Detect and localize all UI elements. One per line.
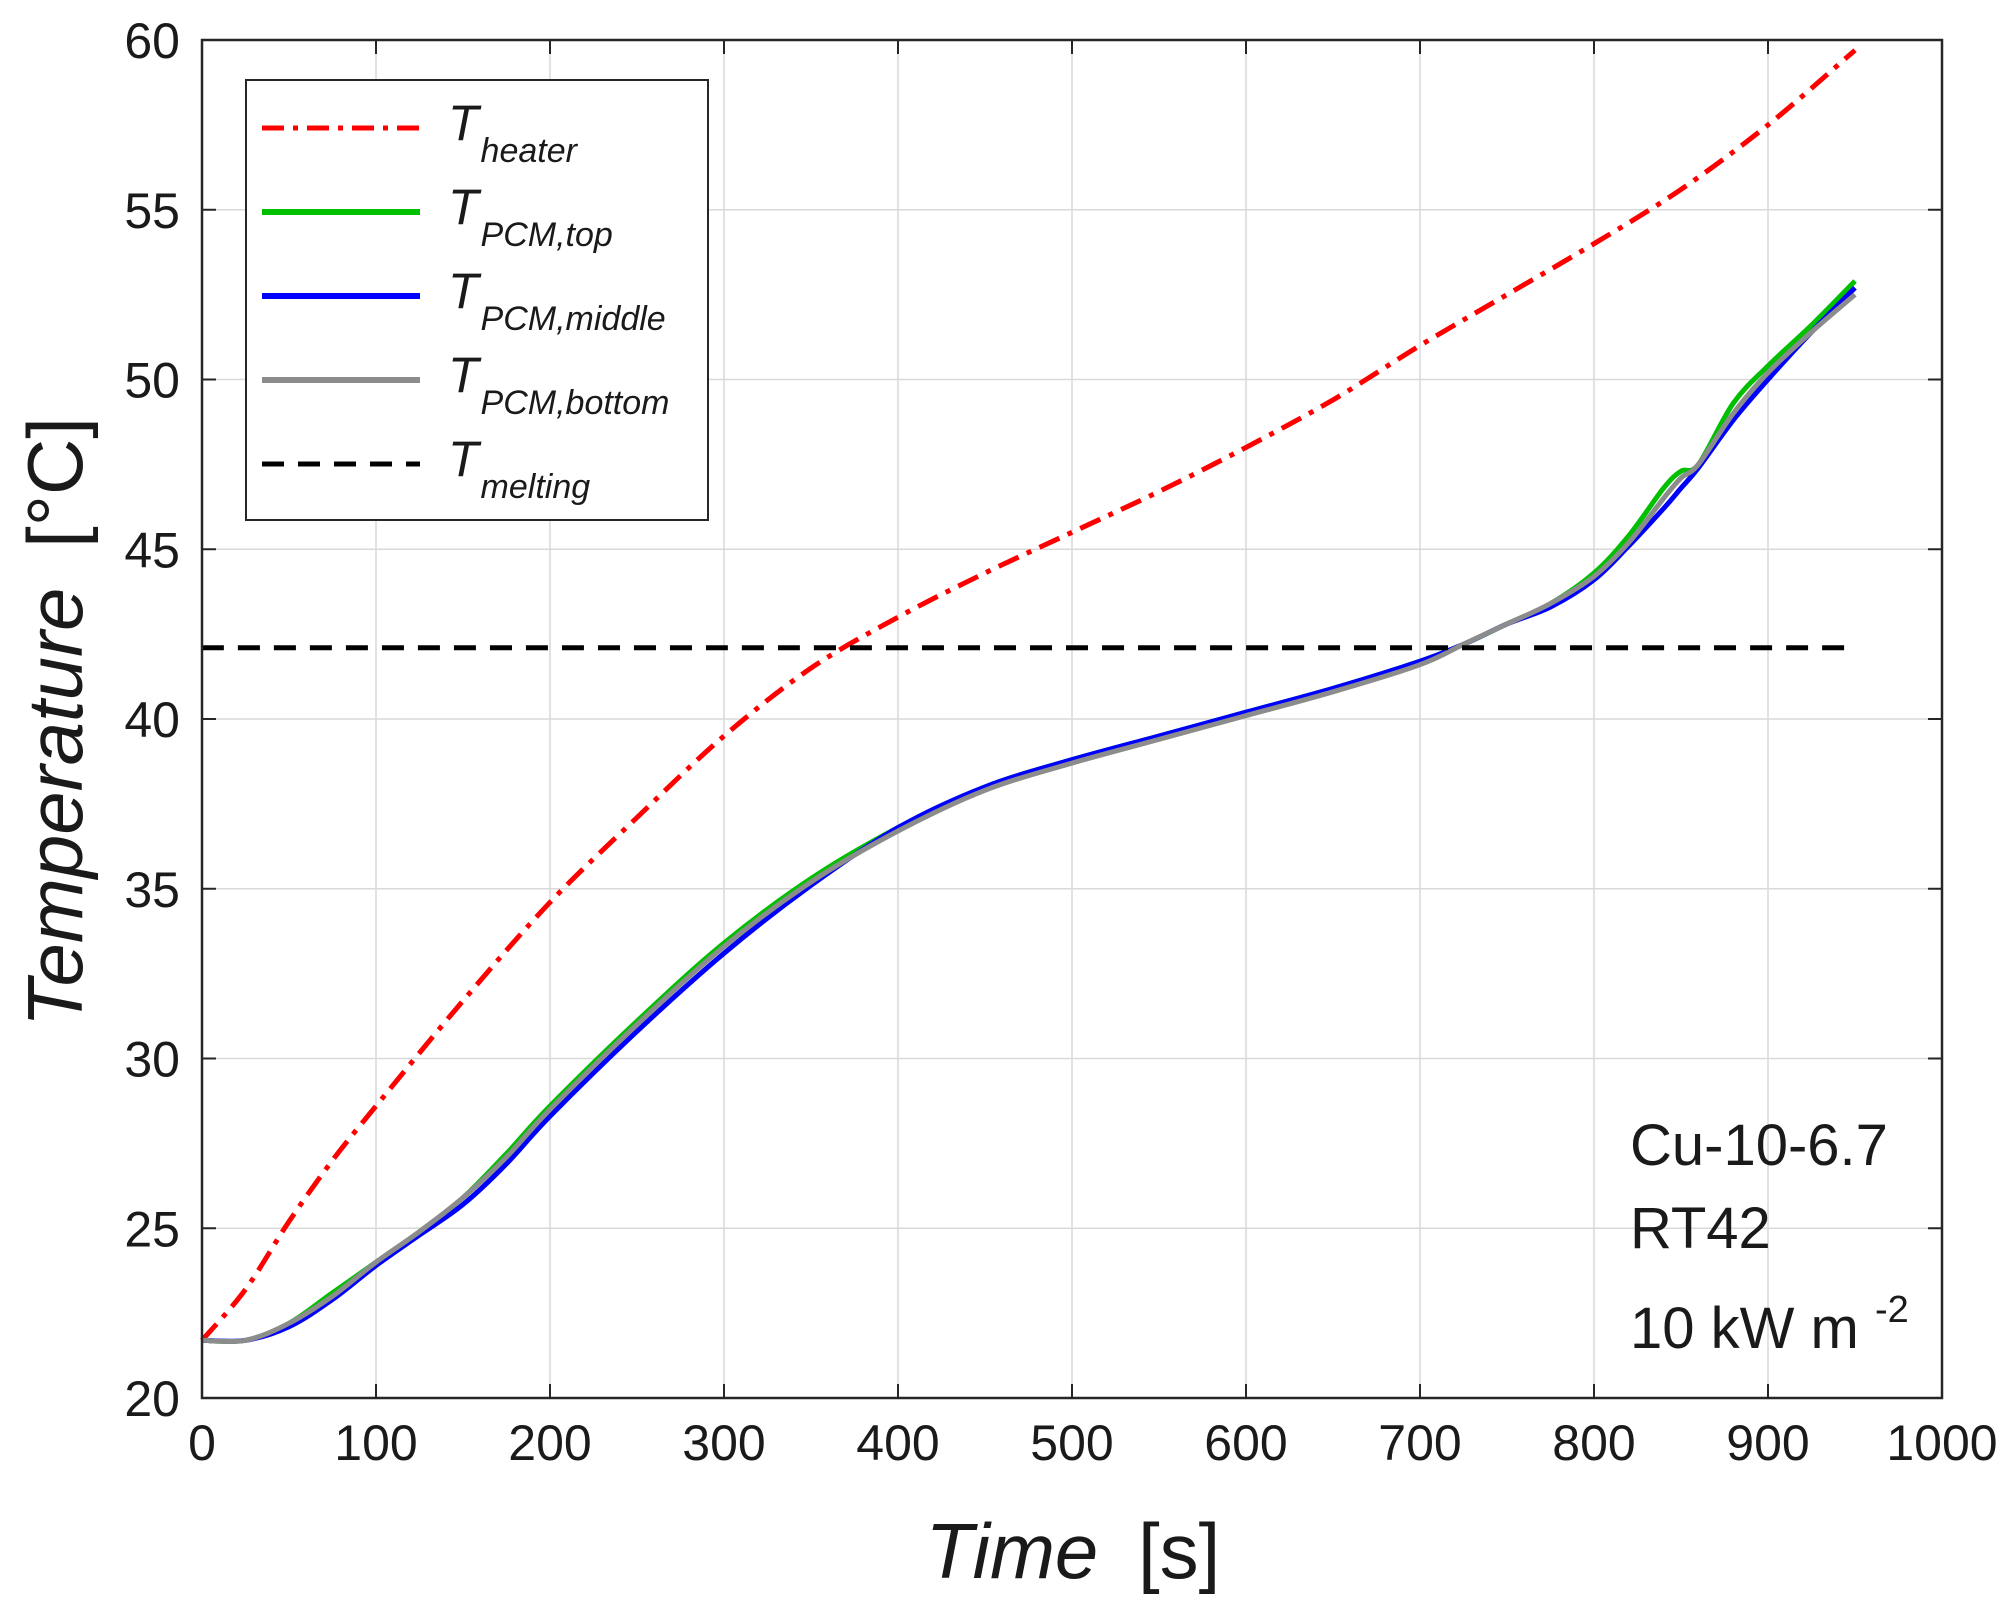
legend-label: TPCM,bottom [448, 347, 670, 422]
x-tick-label: 100 [334, 1415, 417, 1471]
y-axis-ticks: 20 25 30 35 40 45 50 55 60 [124, 13, 1942, 1427]
legend-label-sub: PCM,middle [481, 300, 666, 338]
series-group [200, 48, 1857, 1345]
legend-label: Theater [448, 95, 579, 170]
legend-label-sub: melting [481, 468, 591, 506]
annotation-pcm: RT42 [1630, 1196, 1771, 1261]
annotation-block: Cu-10-6.7 RT42 10 kW m -2 [1630, 1113, 1909, 1361]
x-tick-label: 1000 [1886, 1415, 1997, 1471]
annotation-sample: Cu-10-6.7 [1630, 1113, 1888, 1178]
annotation-heat-flux-exp: -2 [1875, 1289, 1909, 1331]
legend-label-main: T [448, 263, 482, 319]
legend-label: TPCM,middle [448, 263, 666, 338]
x-axis-title-unit: [s] [1138, 1507, 1220, 1595]
x-tick-label: 900 [1726, 1415, 1809, 1471]
series-line-pcm-middle [201, 286, 1857, 1344]
x-tick-label: 400 [856, 1415, 939, 1471]
x-axis-title: Time [s] [926, 1507, 1221, 1595]
grid [202, 40, 1942, 1398]
x-tick-label: 700 [1378, 1415, 1461, 1471]
y-tick-label: 60 [124, 13, 180, 69]
y-axis-title: Temperature [°C] [11, 417, 99, 1027]
legend-label: TPCM,top [448, 179, 613, 254]
x-axis-ticks: 0 100 200 300 400 500 600 700 800 900 1000 [188, 40, 1998, 1471]
y-tick-label: 35 [124, 862, 180, 918]
legend-label: Tmelting [448, 431, 590, 506]
x-tick-label: 500 [1030, 1415, 1113, 1471]
x-tick-label: 200 [508, 1415, 591, 1471]
x-tick-label: 300 [682, 1415, 765, 1471]
y-tick-label: 20 [124, 1371, 180, 1427]
legend-label-main: T [448, 431, 482, 487]
legend-label-sub: heater [481, 132, 579, 170]
legend-box [245, 79, 709, 521]
x-tick-label: 600 [1204, 1415, 1287, 1471]
legend-label-main: T [448, 347, 482, 403]
x-axis-title-main: Time [926, 1507, 1099, 1595]
y-tick-label: 45 [124, 522, 180, 578]
y-axis-title-main: Temperature [11, 588, 99, 1027]
y-tick-label: 55 [124, 183, 180, 239]
y-tick-label: 50 [124, 353, 180, 409]
y-tick-label: 40 [124, 692, 180, 748]
y-axis-title-unit: [°C] [11, 417, 99, 548]
legend: TheaterTPCM,topTPCM,middleTPCM,bottomTme… [245, 79, 709, 521]
annotation-heat-flux: 10 kW m -2 [1630, 1289, 1909, 1361]
annotation-heat-flux-base: 10 kW m [1630, 1296, 1859, 1361]
y-tick-label: 30 [124, 1032, 180, 1088]
x-tick-label: 0 [188, 1415, 216, 1471]
legend-label-sub: PCM,top [481, 216, 613, 254]
y-tick-label: 25 [124, 1201, 180, 1257]
legend-label-sub: PCM,bottom [481, 384, 670, 422]
series-line-heater [200, 48, 1857, 1342]
series-line-pcm-bottom [201, 292, 1857, 1345]
x-tick-label: 800 [1552, 1415, 1635, 1471]
legend-label-main: T [448, 179, 482, 235]
legend-label-main: T [448, 95, 482, 151]
